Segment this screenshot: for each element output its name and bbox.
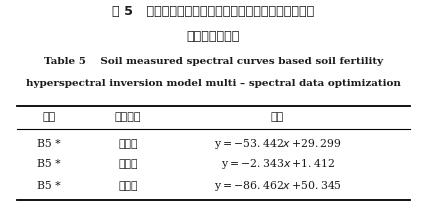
Text: 有机质: 有机质 <box>118 139 138 149</box>
Text: 波段: 波段 <box>42 112 56 122</box>
Text: 表 5   基于土壤实测光谱曲线土壤肥力高光谱反演模型的: 表 5 基于土壤实测光谱曲线土壤肥力高光谱反演模型的 <box>112 5 314 18</box>
Text: 有效磷: 有效磷 <box>118 181 138 191</box>
Text: B5 *: B5 * <box>37 139 61 149</box>
Text: y = −2. 343$x$ +1. 412: y = −2. 343$x$ +1. 412 <box>220 157 334 171</box>
Text: 有效钾: 有效钾 <box>118 159 138 169</box>
Text: y = −53. 442$x$ +29. 299: y = −53. 442$x$ +29. 299 <box>213 137 340 151</box>
Text: 模型: 模型 <box>270 112 284 122</box>
Text: y = −86. 462$x$ +50. 345: y = −86. 462$x$ +50. 345 <box>213 179 341 193</box>
Text: 肥力参数: 肥力参数 <box>115 112 141 122</box>
Text: Table 5    Soil measured spectral curves based soil fertility: Table 5 Soil measured spectral curves ba… <box>44 57 382 66</box>
Text: 多光谱数据优化: 多光谱数据优化 <box>187 30 239 43</box>
Text: B5 *: B5 * <box>37 181 61 191</box>
Text: B5 *: B5 * <box>37 159 61 169</box>
Text: hyperspectral inversion model multi – spectral data optimization: hyperspectral inversion model multi – sp… <box>26 79 400 88</box>
